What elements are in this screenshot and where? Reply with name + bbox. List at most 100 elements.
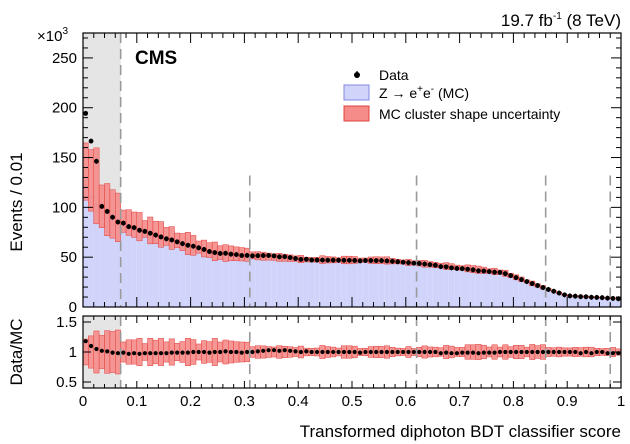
data-point (223, 250, 228, 256)
data-point (180, 241, 185, 247)
data-point (341, 257, 347, 263)
data-point (476, 268, 481, 274)
x-tick-label: 0.4 (288, 393, 309, 410)
mc-bin (464, 268, 471, 307)
data-point (605, 295, 610, 301)
mc-bin (131, 226, 137, 307)
ratio-point (288, 348, 293, 353)
data-point (416, 261, 422, 266)
mc-bin (195, 247, 202, 307)
ratio-point (567, 349, 572, 355)
mc-bin (212, 252, 218, 307)
ratio-point (411, 349, 416, 355)
mc-bin (265, 256, 272, 307)
ratio-point (191, 349, 196, 355)
y-tick-label: 200 (52, 100, 77, 117)
mc-bin (201, 249, 207, 307)
ratio-point (137, 351, 142, 356)
ratio-point (406, 349, 411, 355)
y-tick-label: 50 (60, 249, 77, 266)
mc-bin (271, 257, 277, 307)
mc-bin (93, 204, 100, 307)
ratio-point (331, 349, 336, 355)
data-point (540, 285, 546, 290)
mc-bin (174, 241, 180, 307)
ratio-point (476, 351, 481, 356)
mc-bin (561, 294, 568, 307)
ratio-point (261, 348, 266, 353)
ratio-point (320, 349, 325, 355)
ratio-point (508, 349, 513, 355)
mc-bin (551, 291, 557, 307)
y-tick-label: 150 (52, 150, 77, 167)
mc-bin (83, 184, 89, 307)
data-point (615, 296, 621, 302)
ratio-point (180, 350, 185, 355)
ratio-point (535, 349, 540, 355)
x-tick-label: 0.2 (180, 393, 201, 410)
ratio-point (271, 348, 277, 353)
ratio-point (142, 351, 147, 356)
data-point (169, 237, 175, 243)
ratio-point (444, 350, 449, 355)
ratio-point (314, 349, 320, 355)
data-point (282, 254, 288, 260)
mc-bin (233, 254, 240, 307)
data-point (352, 257, 358, 263)
data-point (438, 264, 444, 270)
ratio-point (244, 349, 250, 355)
data-point (400, 259, 406, 265)
ratio-point (223, 349, 228, 354)
ratio-point (164, 351, 169, 356)
ratio-point (347, 349, 352, 355)
mc-bin (470, 269, 476, 307)
ratio-point (401, 349, 406, 355)
data-point (212, 250, 218, 255)
mc-bin (249, 255, 256, 307)
mc-bin (599, 297, 605, 307)
ratio-point (562, 349, 567, 355)
data-point (379, 258, 384, 264)
data-point (411, 260, 417, 266)
mc-bin (545, 289, 552, 307)
data-point (250, 253, 255, 259)
mc-bin (534, 285, 541, 307)
ratio-point (212, 349, 217, 355)
mc-bin (335, 260, 342, 307)
legend-entry-mc: Z → e+e- (MC) (343, 84, 469, 101)
ratio-point (530, 349, 535, 355)
ratio-point (557, 349, 562, 355)
ratio-point (132, 351, 137, 356)
ratio-point (417, 349, 422, 355)
unc-bin (131, 211, 138, 238)
ratio-point (422, 349, 427, 355)
ratio-point (239, 350, 244, 355)
ratio-point (336, 349, 341, 355)
y-tick-label: 100 (52, 199, 77, 216)
mc-bin (136, 227, 143, 307)
unc-bin (158, 221, 164, 248)
data-point (535, 283, 541, 288)
data-point (551, 288, 557, 294)
mc-bin (610, 298, 616, 307)
mc-bin (572, 296, 578, 307)
x-tick-label: 0.8 (503, 393, 524, 410)
data-point (545, 287, 551, 292)
ratio-point (228, 349, 234, 355)
ratio-point (546, 349, 551, 355)
data-point (389, 258, 395, 264)
mc-bin (109, 216, 116, 307)
data-point (104, 208, 110, 214)
data-point (217, 250, 223, 256)
data-point (228, 251, 234, 257)
ratio-point (594, 349, 599, 355)
data-point (513, 275, 519, 281)
data-point (174, 239, 180, 245)
data-point (336, 257, 341, 263)
data-point (115, 219, 121, 225)
data-point (244, 252, 250, 258)
unc-bin (83, 142, 89, 201)
mc-bin (524, 281, 530, 307)
data-point (255, 253, 261, 259)
